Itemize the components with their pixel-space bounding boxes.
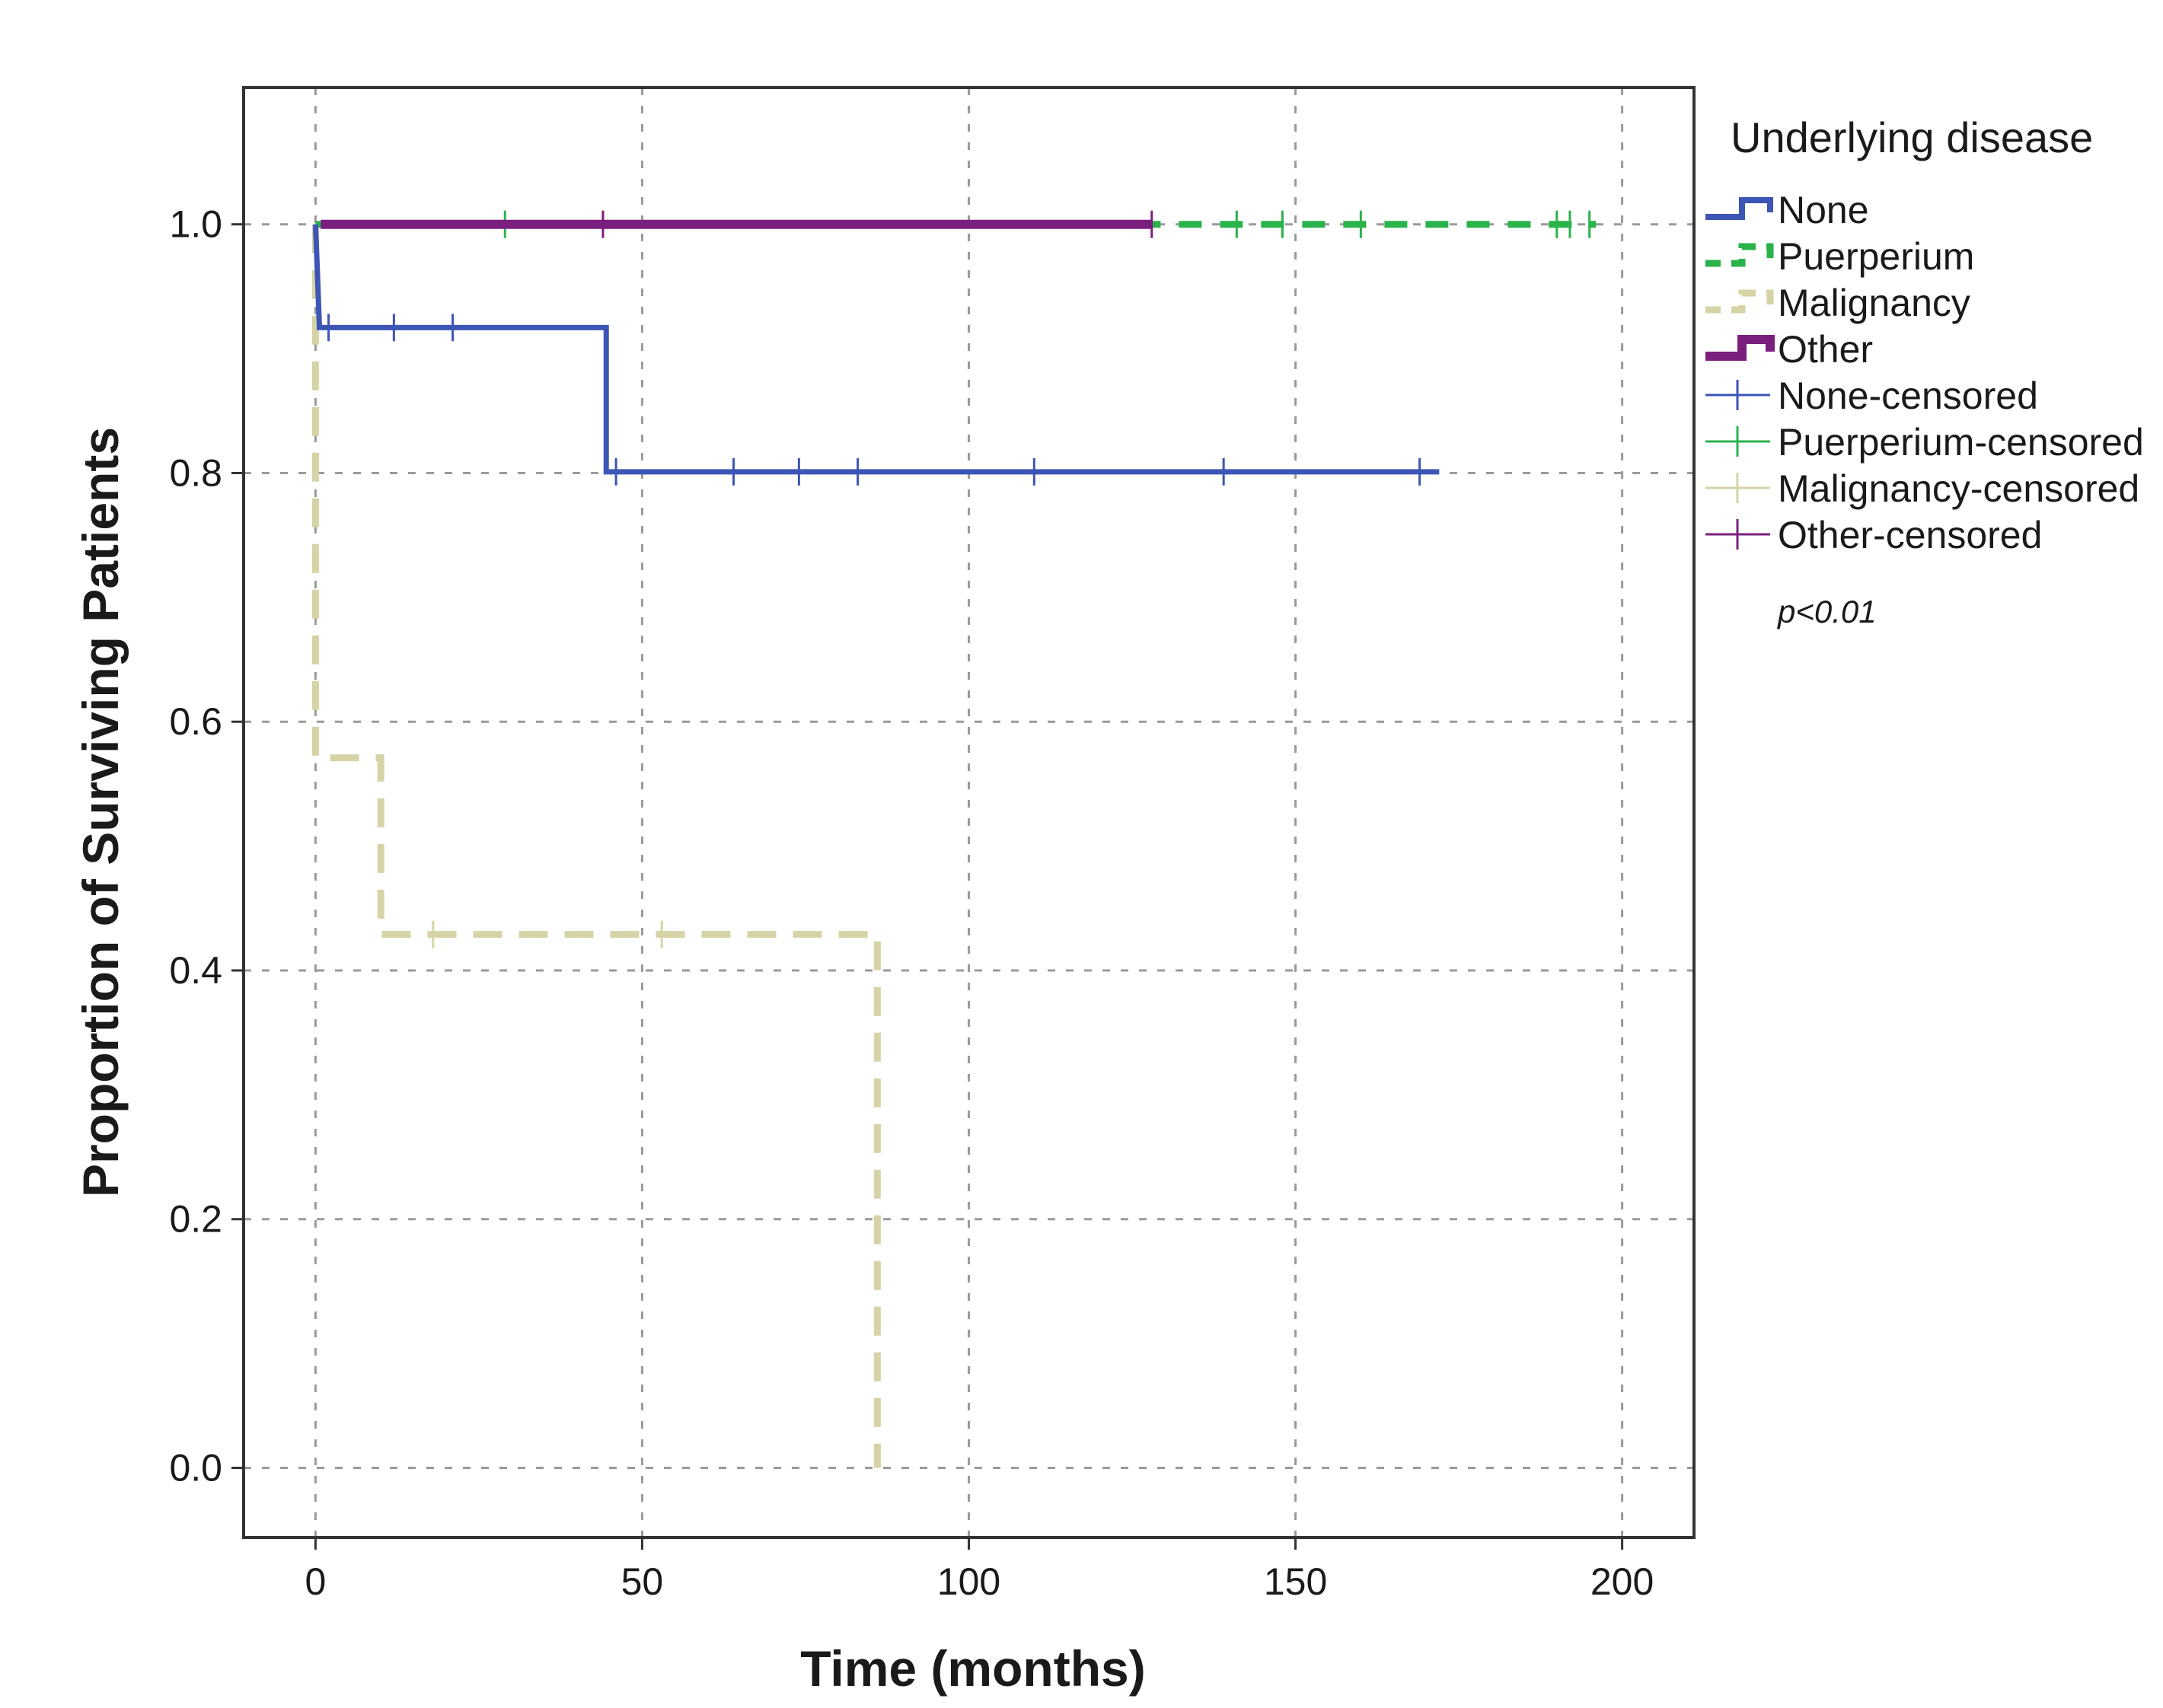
other-censored-legend-label: Other-censored [1778,514,2042,556]
x-tick-label: 0 [305,1560,326,1603]
puerperium-legend-swatch [1705,243,1774,267]
malignancy-legend-label: Malignancy [1778,282,1970,324]
x-tick-label: 200 [1590,1560,1654,1603]
other-legend-swatch [1705,335,1775,361]
x-tick-label: 150 [1264,1560,1327,1603]
none-legend-swatch [1705,197,1773,220]
p-value-label: p<0.01 [1776,594,1877,629]
y-tick-label: 1.0 [169,203,222,246]
y-tick-label: 0.8 [169,451,222,494]
malignancy-survival-line [311,224,881,1468]
puerperium-censored-legend-label: Puerperium-censored [1778,421,2144,464]
y-tick-label: 0.4 [169,949,222,992]
malignancy-censored-legend-label: Malignancy-censored [1778,467,2139,510]
y-axis: 0.0 0.2 0.4 0.6 0.8 1.0 [169,203,244,1490]
other-legend-label: Other [1778,328,1873,371]
y-tick-label: 0.2 [169,1198,222,1241]
puerperium-legend-label: Puerperium [1778,235,1974,278]
legend-title: Underlying disease [1731,113,2093,161]
none-legend-label: None [1778,189,1869,231]
x-axis: 0 50 100 150 200 [305,1538,1654,1603]
legend: Underlying disease NonePuerperiumMaligna… [1705,113,2144,629]
y-tick-label: 0.6 [169,700,222,743]
x-tick-label: 100 [937,1560,1000,1603]
plot-series [311,210,1597,1468]
x-tick-label: 50 [621,1560,664,1603]
y-axis-title: Proportion of Surviving Patients [72,427,129,1197]
x-axis-title: Time (months) [800,1640,1145,1697]
malignancy-legend-swatch [1705,289,1774,314]
none-survival-line [312,224,1440,475]
y-tick-label: 0.0 [169,1447,222,1490]
legend-items: NonePuerperiumMalignancyOtherNone-censor… [1705,189,2144,556]
none-censored-legend-label: None-censored [1778,374,2038,417]
